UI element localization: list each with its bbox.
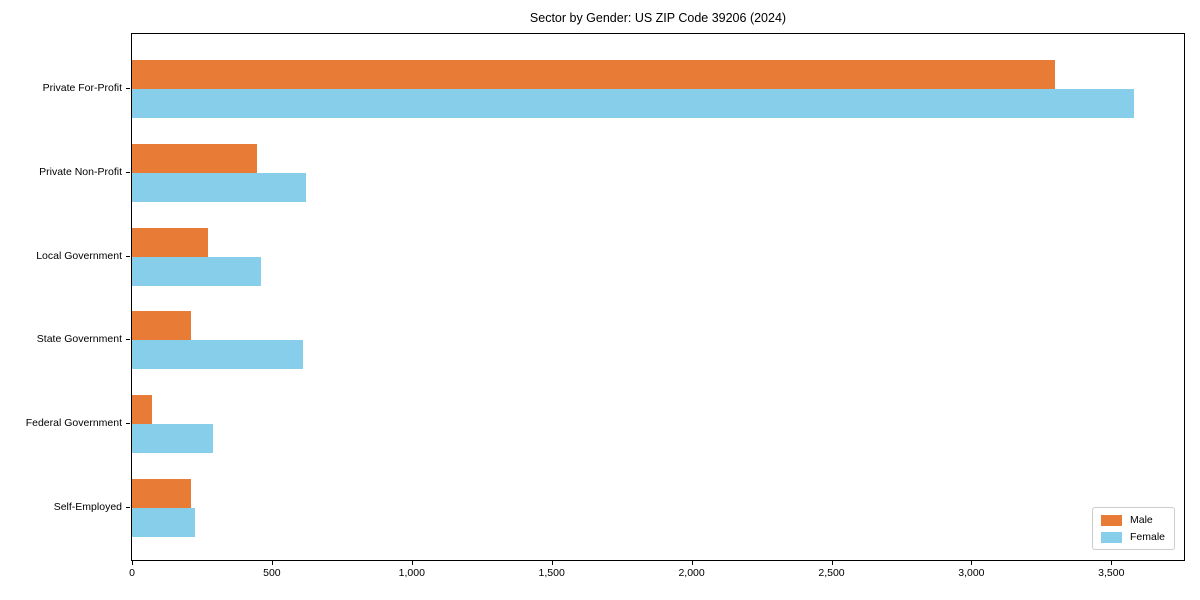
x-axis-label: 1,500 xyxy=(538,567,565,579)
legend: Male Female xyxy=(1091,507,1175,550)
y-axis-tick xyxy=(126,507,130,508)
x-axis-label: 3,500 xyxy=(1098,567,1125,579)
x-axis-label: 2,000 xyxy=(678,567,705,579)
y-axis-tick xyxy=(126,339,130,341)
bar-female-federal-government xyxy=(132,424,214,454)
bar-male-private-non-profit xyxy=(132,143,257,173)
y-axis-tick xyxy=(126,171,130,173)
bar-male-private-for-profit xyxy=(132,60,1056,89)
x-axis-tick xyxy=(551,561,553,565)
y-axis-tick xyxy=(126,88,130,89)
bar-female-private-for-profit xyxy=(132,89,1134,118)
legend-item-male: Male xyxy=(1100,514,1165,526)
y-axis-label-federal-government: Federal Government xyxy=(25,417,122,430)
bar-female-local-government xyxy=(132,256,261,286)
bar-female-state-government xyxy=(132,340,303,370)
x-axis-tick xyxy=(691,561,693,565)
y-axis-label-private-non-profit: Private Non-Profit xyxy=(39,165,122,178)
x-axis-tick xyxy=(971,561,973,565)
legend-label-female: Female xyxy=(1129,531,1165,543)
y-axis-label-state-government: State Government xyxy=(36,333,122,346)
bar-male-self-employed xyxy=(132,479,191,508)
x-axis-tick xyxy=(271,561,273,565)
x-axis-tick xyxy=(132,561,133,565)
y-axis-tick xyxy=(126,423,130,425)
x-axis-label: 500 xyxy=(263,567,281,579)
legend-swatch-female xyxy=(1100,531,1122,543)
y-axis-tick xyxy=(126,255,130,257)
plot-area xyxy=(131,33,1185,561)
x-axis-tick xyxy=(1111,561,1113,565)
x-axis-label: 0 xyxy=(129,567,135,579)
y-axis-label-private-for-profit: Private For-Profit xyxy=(42,82,122,94)
legend-item-female: Female xyxy=(1100,531,1165,543)
legend-label-male: Male xyxy=(1129,514,1153,526)
x-axis-label: 2,500 xyxy=(818,567,845,579)
bar-male-federal-government xyxy=(132,395,152,425)
chart-title: Sector by Gender: US ZIP Code 39206 (202… xyxy=(529,11,787,25)
y-axis-label-local-government: Local Government xyxy=(36,249,122,262)
legend-swatch-male xyxy=(1100,514,1122,526)
bar-female-self-employed xyxy=(132,508,195,537)
bar-female-private-non-profit xyxy=(132,172,306,202)
bar-male-state-government xyxy=(132,311,191,341)
bar-male-local-government xyxy=(132,227,208,257)
x-axis-tick xyxy=(411,561,413,565)
y-axis-label-self-employed: Self-Employed xyxy=(53,501,122,513)
x-axis-label: 1,000 xyxy=(398,567,425,579)
x-axis-label: 3,000 xyxy=(958,567,985,579)
x-axis-tick xyxy=(831,561,833,565)
